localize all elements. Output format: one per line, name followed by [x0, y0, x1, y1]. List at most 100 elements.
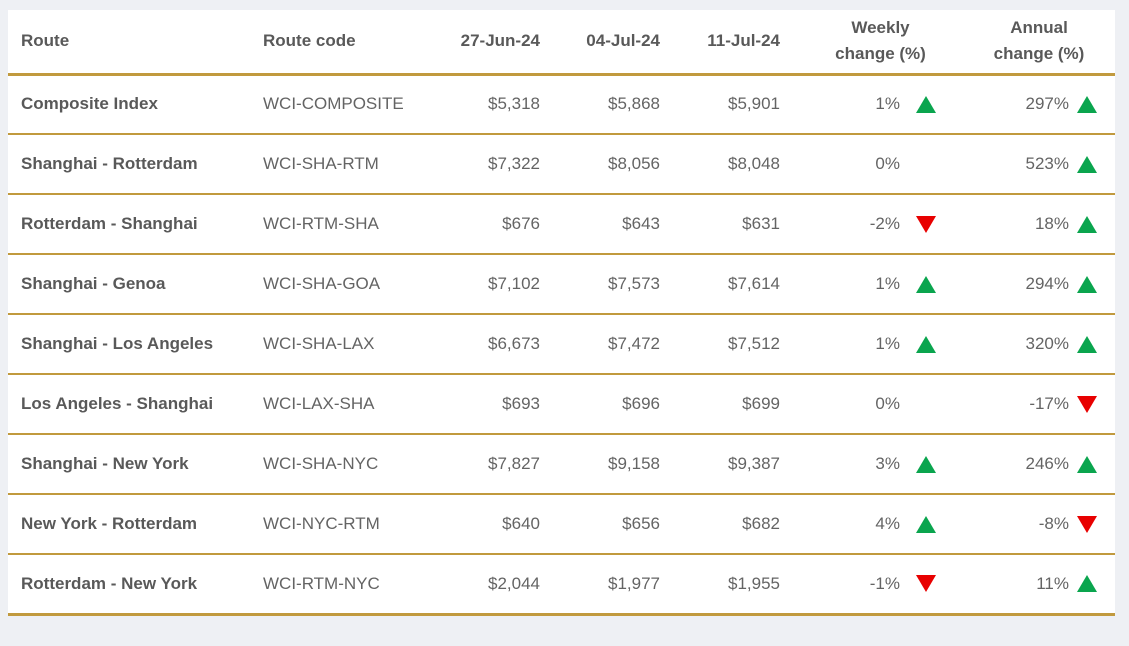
rate-value-date-2: $1,977	[558, 554, 678, 616]
route-name: Shanghai - Los Angeles	[8, 314, 263, 375]
route-code: WCI-RTM-SHA	[263, 194, 453, 255]
column-header-weekly-change: Weekly change (%)	[798, 10, 963, 76]
rate-value-date-3: $9,387	[678, 434, 798, 495]
freight-rates-table: Route Route code 27-Jun-24 04-Jul-24 11-…	[8, 10, 1115, 616]
weekly-change-arrow-icon	[915, 574, 937, 594]
rate-value-date-1: $2,044	[453, 554, 558, 616]
annual-change-value: -17%	[1029, 394, 1069, 413]
rate-value-date-3: $5,901	[678, 74, 798, 135]
route-code: WCI-SHA-GOA	[263, 254, 453, 315]
annual-change-arrow-icon	[1076, 454, 1098, 474]
weekly-change-value: 1%	[875, 274, 900, 293]
route-code: WCI-NYC-RTM	[263, 494, 453, 555]
weekly-change-arrow-icon	[915, 214, 937, 234]
route-code: WCI-SHA-RTM	[263, 134, 453, 195]
annual-change-value: 320%	[1025, 334, 1069, 353]
column-header-date-2: 04-Jul-24	[558, 10, 678, 76]
rate-value-date-2: $656	[558, 494, 678, 555]
annual-change-cell: 246%	[963, 434, 1115, 495]
route-code: WCI-RTM-NYC	[263, 554, 453, 616]
table-row: Los Angeles - Shanghai WCI-LAX-SHA $693 …	[8, 374, 1115, 435]
route-name: Composite Index	[8, 74, 263, 135]
annual-change-value: 294%	[1025, 274, 1069, 293]
weekly-change-cell: -1%	[798, 554, 963, 616]
rate-value-date-1: $7,827	[453, 434, 558, 495]
header-row: Route Route code 27-Jun-24 04-Jul-24 11-…	[8, 10, 1115, 76]
weekly-change-value: 4%	[875, 514, 900, 533]
route-name: Shanghai - New York	[8, 434, 263, 495]
route-code: WCI-COMPOSITE	[263, 74, 453, 135]
annual-change-cell: 320%	[963, 314, 1115, 375]
weekly-change-arrow-icon	[915, 454, 937, 474]
annual-change-arrow-icon	[1076, 514, 1098, 534]
annual-change-cell: -8%	[963, 494, 1115, 555]
annual-change-arrow-icon	[1076, 214, 1098, 234]
annual-change-cell: 523%	[963, 134, 1115, 195]
weekly-change-arrow-icon	[915, 154, 937, 174]
route-code: WCI-SHA-NYC	[263, 434, 453, 495]
column-header-annual-change: Annual change (%)	[963, 10, 1115, 76]
rate-value-date-1: $7,102	[453, 254, 558, 315]
rate-value-date-1: $693	[453, 374, 558, 435]
rate-value-date-2: $5,868	[558, 74, 678, 135]
weekly-change-value: 1%	[875, 334, 900, 353]
rate-value-date-2: $8,056	[558, 134, 678, 195]
table-row: Composite Index WCI-COMPOSITE $5,318 $5,…	[8, 74, 1115, 135]
annual-change-value: 297%	[1025, 94, 1069, 114]
weekly-change-arrow-icon	[915, 514, 937, 534]
rate-value-date-1: $5,318	[453, 74, 558, 135]
annual-change-cell: 297%	[963, 74, 1115, 135]
weekly-change-value: 0%	[875, 154, 900, 173]
weekly-change-cell: 0%	[798, 134, 963, 195]
annual-change-arrow-icon	[1076, 574, 1098, 594]
weekly-change-value: -2%	[869, 214, 900, 233]
table-row: Rotterdam - Shanghai WCI-RTM-SHA $676 $6…	[8, 194, 1115, 255]
column-header-route: Route	[8, 10, 263, 76]
table-row: Shanghai - Rotterdam WCI-SHA-RTM $7,322 …	[8, 134, 1115, 195]
annual-change-value: 246%	[1025, 454, 1069, 473]
table-row: New York - Rotterdam WCI-NYC-RTM $640 $6…	[8, 494, 1115, 555]
rate-value-date-2: $696	[558, 374, 678, 435]
annual-change-arrow-icon	[1076, 274, 1098, 294]
annual-change-arrow-icon	[1076, 94, 1098, 114]
weekly-change-cell: 1%	[798, 74, 963, 135]
weekly-change-cell: -2%	[798, 194, 963, 255]
weekly-change-arrow-icon	[915, 334, 937, 354]
annual-change-arrow-icon	[1076, 394, 1098, 414]
weekly-change-arrow-icon	[915, 94, 937, 114]
rate-value-date-2: $643	[558, 194, 678, 255]
rate-value-date-3: $7,512	[678, 314, 798, 375]
column-header-route-code: Route code	[263, 10, 453, 76]
weekly-change-cell: 4%	[798, 494, 963, 555]
column-header-date-3: 11-Jul-24	[678, 10, 798, 76]
route-name: Rotterdam - Shanghai	[8, 194, 263, 255]
route-name: Los Angeles - Shanghai	[8, 374, 263, 435]
weekly-change-arrow-icon	[915, 274, 937, 294]
rate-value-date-3: $631	[678, 194, 798, 255]
weekly-change-value: 3%	[875, 454, 900, 473]
freight-rates-table-container: Route Route code 27-Jun-24 04-Jul-24 11-…	[8, 10, 1115, 616]
route-name: Rotterdam - New York	[8, 554, 263, 616]
rate-value-date-3: $7,614	[678, 254, 798, 315]
annual-change-value: 523%	[1025, 154, 1069, 173]
table-row: Rotterdam - New York WCI-RTM-NYC $2,044 …	[8, 554, 1115, 616]
route-code: WCI-LAX-SHA	[263, 374, 453, 435]
rate-value-date-3: $682	[678, 494, 798, 555]
weekly-change-cell: 1%	[798, 254, 963, 315]
annual-change-cell: 18%	[963, 194, 1115, 255]
rate-value-date-3: $1,955	[678, 554, 798, 616]
weekly-change-cell: 1%	[798, 314, 963, 375]
rate-value-date-2: $9,158	[558, 434, 678, 495]
annual-change-value: 18%	[1034, 214, 1069, 233]
annual-change-value: -8%	[1038, 514, 1069, 533]
route-name: Shanghai - Genoa	[8, 254, 263, 315]
route-name: New York - Rotterdam	[8, 494, 263, 555]
rate-value-date-1: $640	[453, 494, 558, 555]
rate-value-date-1: $6,673	[453, 314, 558, 375]
weekly-change-arrow-icon	[915, 394, 937, 414]
route-code: WCI-SHA-LAX	[263, 314, 453, 375]
rate-value-date-2: $7,472	[558, 314, 678, 375]
annual-change-cell: 11%	[963, 554, 1115, 616]
annual-change-arrow-icon	[1076, 334, 1098, 354]
rate-value-date-1: $676	[453, 194, 558, 255]
